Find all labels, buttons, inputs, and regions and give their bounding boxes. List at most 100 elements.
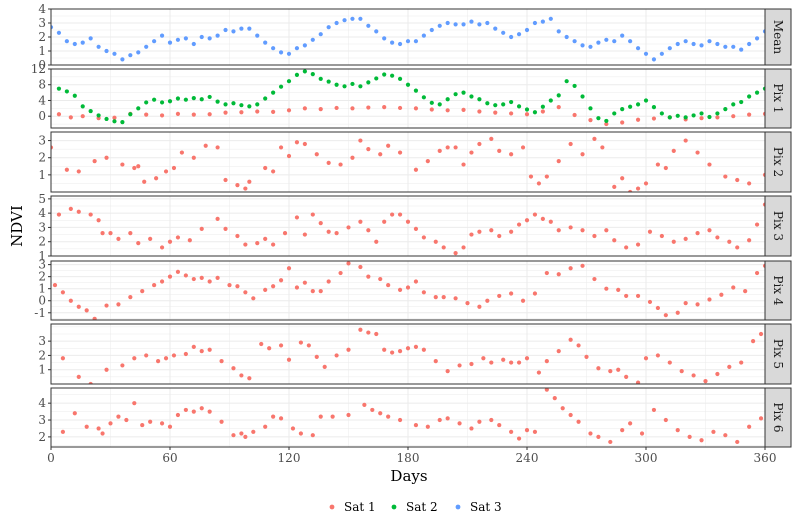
- data-point: [326, 229, 331, 234]
- data-point: [159, 33, 165, 38]
- data-point: [251, 429, 256, 434]
- data-point: [148, 419, 153, 424]
- data-point: [231, 29, 236, 34]
- data-point: [405, 285, 411, 290]
- data-point: [318, 221, 323, 226]
- data-point: [199, 406, 204, 411]
- data-point: [92, 316, 97, 320]
- y-tick-label: 1: [38, 168, 46, 182]
- data-point: [88, 212, 93, 217]
- data-point: [659, 233, 664, 239]
- data-point: [52, 282, 58, 288]
- data-point: [477, 419, 482, 424]
- data-point: [346, 347, 351, 352]
- data-point: [612, 238, 617, 243]
- data-point: [116, 302, 121, 307]
- data-point: [588, 44, 593, 49]
- data-point: [203, 143, 208, 148]
- data-point: [667, 115, 672, 120]
- data-point: [596, 40, 601, 45]
- data-point: [191, 112, 196, 117]
- data-point: [152, 39, 157, 44]
- data-point: [271, 284, 276, 289]
- data-point: [334, 20, 339, 26]
- data-point: [536, 181, 542, 186]
- data-point: [199, 349, 204, 354]
- data-point: [374, 239, 379, 244]
- x-axis: 0 60 120 180 240 300 360: [47, 447, 776, 465]
- data-point: [520, 145, 526, 150]
- data-point: [286, 357, 292, 362]
- data-point: [596, 434, 601, 439]
- data-point: [263, 40, 268, 45]
- data-point: [294, 215, 300, 220]
- data-point: [247, 104, 252, 109]
- data-point: [68, 115, 73, 120]
- data-point: [683, 236, 688, 241]
- y-tick-label: 2: [38, 235, 46, 249]
- data-point: [112, 115, 117, 120]
- y-tick-label: 2: [38, 151, 46, 165]
- data-point: [191, 155, 196, 160]
- series-sat-1: [51, 136, 765, 192]
- y-tick-label: 0: [38, 58, 46, 72]
- data-point: [461, 245, 466, 250]
- x-tick-label: 360: [754, 451, 777, 465]
- data-point: [751, 339, 756, 344]
- facet-label: Pix 1: [771, 83, 785, 113]
- data-point: [620, 176, 625, 181]
- legend-label: Sat 1: [344, 500, 376, 514]
- data-point: [128, 231, 133, 236]
- data-point: [334, 105, 339, 111]
- data-point: [497, 233, 502, 239]
- data-point: [235, 233, 240, 239]
- data-point: [616, 367, 621, 372]
- data-point: [346, 412, 351, 418]
- data-point: [56, 30, 62, 35]
- data-point: [278, 278, 284, 283]
- data-point: [421, 95, 426, 100]
- data-point: [302, 69, 307, 74]
- facet-strip: [764, 323, 792, 385]
- data-point: [207, 94, 212, 100]
- data-point: [223, 110, 228, 115]
- data-point: [754, 90, 760, 95]
- data-points: [56, 69, 765, 127]
- data-point: [445, 108, 450, 113]
- data-point: [350, 81, 355, 87]
- data-point: [271, 169, 276, 174]
- data-point: [390, 212, 395, 217]
- data-point: [421, 33, 426, 38]
- data-point: [350, 106, 355, 111]
- data-point: [679, 369, 684, 374]
- y-axis: 0 48 12: [31, 62, 51, 123]
- data-point: [322, 364, 327, 369]
- data-point: [199, 275, 204, 280]
- data-point: [255, 102, 260, 107]
- data-point: [620, 428, 625, 433]
- data-point: [167, 40, 173, 45]
- data-point: [163, 356, 169, 361]
- data-point: [223, 102, 228, 107]
- data-point: [136, 50, 141, 55]
- y-tick-label: 4: [38, 396, 46, 410]
- data-point: [231, 101, 236, 106]
- data-point: [191, 41, 196, 47]
- data-point: [651, 57, 657, 62]
- data-point: [445, 145, 450, 150]
- data-point: [548, 98, 553, 103]
- data-point: [318, 76, 323, 81]
- data-point: [231, 366, 236, 371]
- data-point: [703, 379, 708, 384]
- data-point: [588, 106, 593, 111]
- data-point: [671, 239, 676, 244]
- data-point: [747, 94, 752, 99]
- data-point: [596, 366, 601, 371]
- data-point: [453, 296, 458, 301]
- data-point: [516, 104, 522, 109]
- data-point: [608, 369, 613, 374]
- x-axis-title: Days: [390, 467, 427, 485]
- x-tick-label: 120: [278, 451, 301, 465]
- data-point: [715, 41, 720, 47]
